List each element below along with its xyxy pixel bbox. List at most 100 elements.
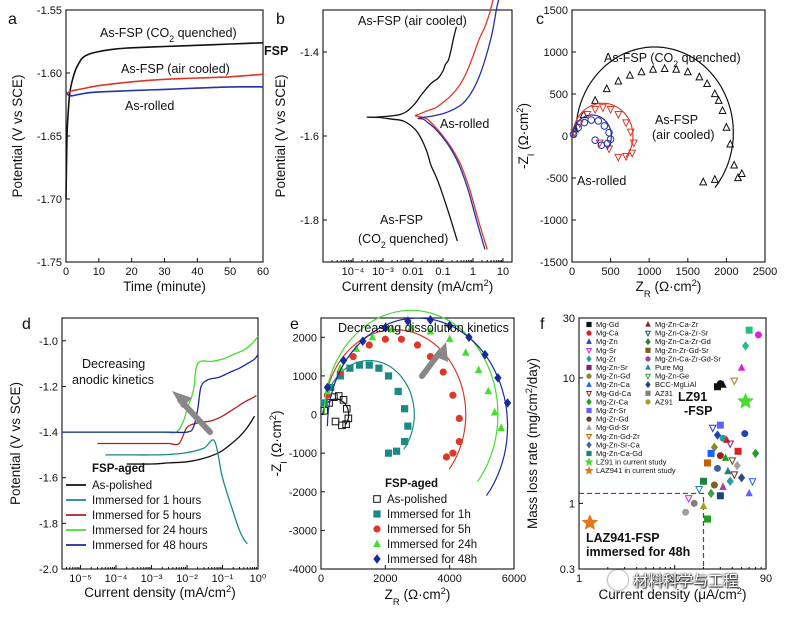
legend-swatch	[586, 398, 592, 406]
legend-swatch	[373, 554, 381, 564]
data-point	[401, 437, 409, 446]
data-point	[323, 382, 332, 393]
legend-entry: LAZ941 in current study	[596, 466, 676, 475]
series-points	[320, 392, 353, 430]
data-point	[737, 363, 746, 371]
data-point	[455, 414, 463, 423]
series-label-co2: As-FSP (CO2 quenched)	[100, 26, 237, 44]
data-point	[404, 422, 412, 430]
data-point	[484, 386, 493, 395]
legend-swatch	[644, 330, 652, 337]
y-tick-label: -1000	[540, 215, 568, 227]
data-point	[392, 447, 401, 455]
series-line	[65, 85, 264, 97]
annotation-l2: anodic kinetics	[72, 373, 154, 387]
y-tick-label: -1.2	[39, 381, 58, 393]
legend-entry: AZ91	[655, 397, 673, 406]
highlight-label: LZ91	[678, 390, 707, 404]
x-tick-label: 1000	[637, 266, 661, 278]
data-point	[595, 139, 604, 148]
data-point	[355, 361, 364, 369]
data-point	[375, 364, 383, 372]
legend-entry: BCC-MgLiAl	[655, 380, 697, 389]
y-tick-label: 2000	[293, 332, 317, 344]
x-tick-label: 10	[497, 266, 509, 278]
legend-swatch	[584, 465, 594, 475]
annotation: Decreasing dissolution kinetics	[338, 321, 509, 335]
data-point	[481, 349, 489, 360]
y-tick-label: 0	[562, 131, 568, 143]
data-point	[614, 153, 623, 163]
data-point	[737, 473, 746, 483]
data-point	[365, 361, 373, 369]
data-point	[342, 404, 351, 413]
data-point	[730, 160, 739, 169]
legend-entry: Mg-Zn	[596, 337, 618, 346]
data-point	[708, 424, 717, 433]
series-points	[570, 63, 746, 186]
data-point	[621, 153, 631, 162]
legend-entry: Mg-Zn-Gd-Zr	[596, 432, 640, 441]
x-axis-label: ZR (Ω·cm2)	[636, 278, 702, 300]
legend-swatch	[645, 364, 651, 370]
data-point	[338, 421, 346, 430]
y-tick-label: -1.60	[37, 68, 62, 80]
y-tick-label: -1.65	[37, 131, 62, 143]
data-point	[490, 407, 499, 416]
legend-entry: Mg-Zn-Ge	[655, 372, 689, 381]
y-tick-label: -1500	[540, 257, 568, 269]
data-point	[426, 315, 435, 325]
legend-entry: Mg-Zn-Zr-Gd-Sr	[655, 346, 709, 355]
legend-swatch	[584, 457, 594, 466]
legend-swatch	[585, 390, 593, 398]
data-point	[334, 392, 343, 400]
literature-points	[682, 326, 762, 523]
legend-swatch	[586, 321, 592, 328]
legend-swatch	[645, 338, 651, 346]
data-point	[614, 76, 623, 85]
data-point	[734, 447, 742, 455]
legend-entry: Mg-Zn-Sr-Ca	[596, 440, 641, 449]
legend-swatch	[586, 441, 592, 449]
data-point	[621, 119, 631, 128]
watermark: 材料科学与工程	[608, 568, 784, 592]
y-tick-label: 1000	[293, 371, 317, 383]
x-tick-label: 40	[191, 266, 203, 278]
data-point	[455, 437, 463, 446]
data-point	[359, 336, 367, 346]
legend-swatch	[373, 525, 381, 533]
data-point	[365, 341, 373, 349]
y-tick-label: -1000	[289, 448, 317, 460]
y-tick-label: -1.75	[37, 257, 62, 269]
y-axis-label: Potential (V vs SCE)	[8, 382, 23, 505]
panel-label: d	[22, 316, 31, 333]
y-tick-label: -1.6	[39, 473, 58, 485]
y-tick-label: 0	[311, 410, 317, 422]
x-tick-label: 0	[318, 573, 324, 585]
y-axis-label: -ZI (Ω·cm2)	[515, 103, 537, 169]
y-tick-label: 10	[563, 373, 575, 385]
data-point	[413, 341, 422, 349]
x-tick-label: 50	[224, 266, 236, 278]
data-point	[637, 67, 646, 76]
data-point	[461, 348, 470, 356]
data-point	[726, 139, 735, 148]
y-tick-label: -1.0	[39, 336, 58, 348]
data-point	[721, 453, 730, 461]
data-point	[745, 326, 753, 334]
x-tick-label: 2500	[753, 266, 777, 278]
series-label-air: As-FSP (air cooled)	[358, 14, 467, 28]
x-axis-label: Current density (mA/cm2)	[84, 584, 236, 601]
highlight-lz91	[737, 392, 754, 409]
data-point	[449, 391, 457, 399]
series-points	[569, 116, 615, 150]
legend-entry: As-polished	[387, 494, 447, 506]
data-point	[342, 420, 350, 428]
legend-marker	[373, 539, 381, 547]
data-point	[591, 136, 599, 144]
legend-entry: Mg-Zr-Gd	[596, 415, 629, 424]
data-point	[339, 396, 348, 404]
x-tick-label: 500	[601, 266, 619, 278]
data-point	[426, 326, 435, 335]
y-tick-label: 1500	[544, 5, 568, 17]
